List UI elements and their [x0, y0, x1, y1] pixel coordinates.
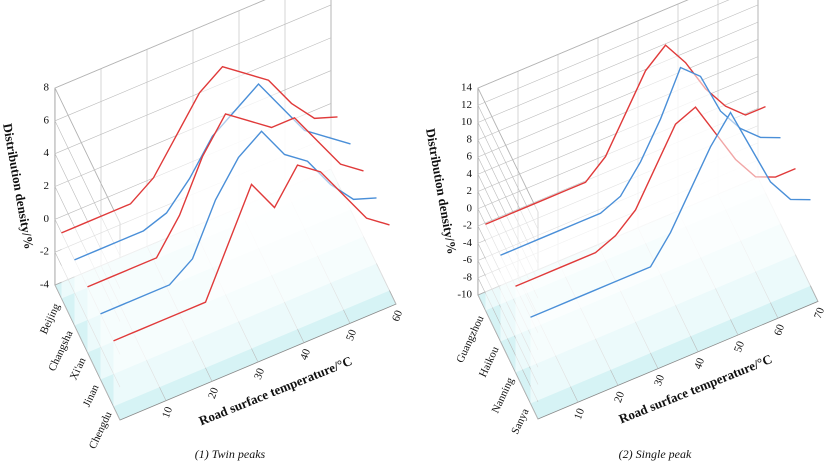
category-label: Changsha	[46, 329, 75, 373]
series-line	[61, 65, 338, 234]
z-tick-label: -8	[463, 271, 473, 283]
category-label: Guangzhou	[454, 313, 487, 364]
z-tick-label: 8	[44, 82, 50, 94]
z-tick-label: -2	[40, 246, 49, 258]
z-tick-label: 0	[467, 202, 473, 214]
category-label: Sanya	[509, 407, 531, 437]
x-tick-label: 50	[344, 328, 359, 343]
category-label: Beijing	[38, 301, 63, 336]
category-label: Chengdu	[87, 409, 115, 451]
z-tick-label: -6	[463, 254, 473, 266]
z-tick-label: 6	[44, 114, 50, 126]
chart: -4 -2 0 2 4 6 8 10 20 30 40 50 60 BeijingChangshaXi'a…	[0, 0, 405, 461]
z-tick-label: 14	[461, 82, 473, 94]
z-tick-label: -10	[457, 289, 472, 301]
x-tick-label: 60	[772, 322, 787, 337]
z-tick-label: 2	[44, 180, 50, 192]
z-tick-label: 0	[44, 213, 50, 225]
caption: (2) Single peak	[619, 447, 692, 461]
x-tick-label: 30	[652, 373, 667, 388]
x-tick-label: 70	[812, 306, 825, 321]
series-line	[530, 111, 811, 318]
x-tick-label: 50	[732, 339, 747, 354]
z-axis-label: Distribution density/%	[0, 122, 37, 250]
series-fill	[530, 112, 811, 404]
z-tick-label: 12	[461, 99, 472, 111]
z-tick-label: 8	[467, 133, 473, 145]
z-tick-label: 10	[461, 116, 473, 128]
z-tick-label: -2	[463, 220, 472, 232]
series-line	[113, 164, 390, 342]
x-tick-label: 30	[252, 366, 267, 381]
x-tick-label: 40	[692, 356, 707, 371]
series-line	[87, 113, 364, 288]
x-tick-label: 10	[572, 406, 587, 421]
chart: -10 -8 -6 -4 -2 0 2 4 6 8 10 12 14 10 20 30 40 50 60 70 Guan…	[423, 0, 825, 461]
x-tick-label: 40	[298, 347, 313, 362]
z-tick-label: 4	[467, 168, 473, 180]
series-fill	[113, 165, 390, 407]
z-tick-label: 4	[44, 147, 50, 159]
x-tick-label: 20	[612, 390, 627, 405]
z-tick-label: 2	[467, 185, 473, 197]
x-tick-label: 60	[390, 308, 405, 323]
z-axis-label: Distribution density/%	[423, 127, 460, 255]
caption: (1) Twin peaks	[195, 447, 266, 461]
x-tick-label: 20	[206, 386, 221, 401]
category-label: Haikou	[477, 344, 502, 379]
z-tick-label: -4	[40, 279, 50, 291]
x-tick-label: 10	[160, 405, 175, 420]
z-tick-label: 6	[467, 151, 473, 163]
z-tick-label: -4	[463, 237, 473, 249]
category-label: Jinan	[81, 382, 102, 409]
series-line	[485, 44, 766, 225]
category-label: Xi'an	[68, 355, 89, 382]
category-label: Nanning	[490, 375, 517, 415]
